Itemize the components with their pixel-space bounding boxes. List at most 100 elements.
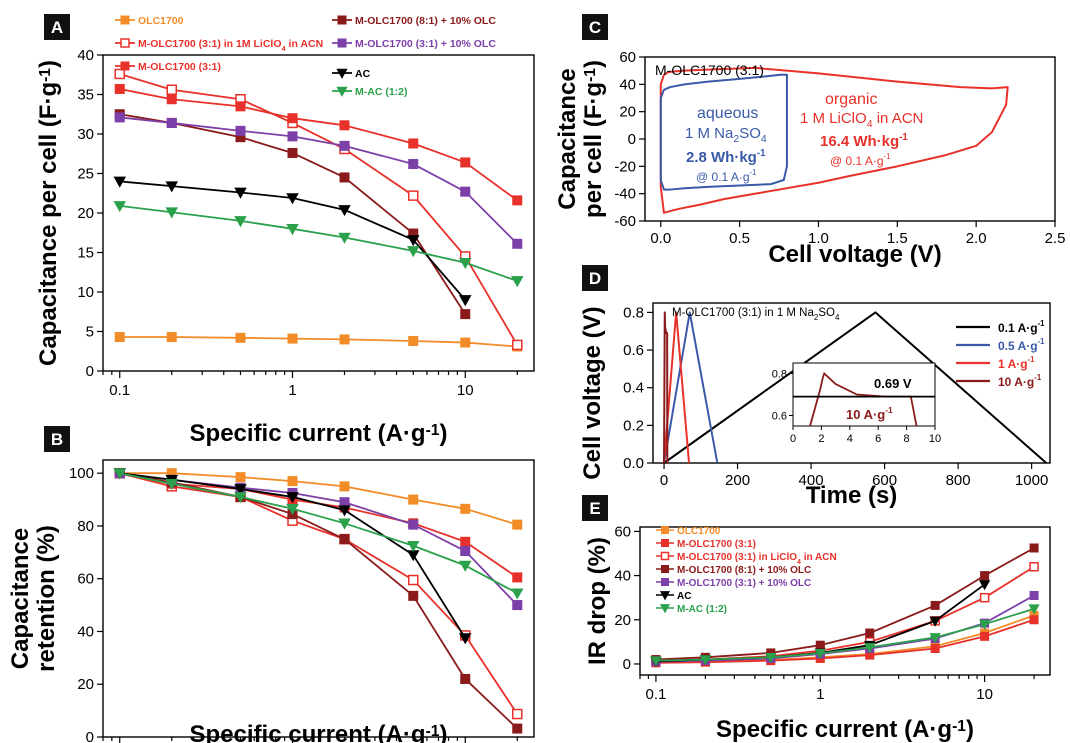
- panel-c-y-tick-label: 40: [619, 76, 636, 93]
- data-point: [120, 15, 130, 25]
- data-point: [458, 633, 472, 645]
- panel-a-y-tick-label: 10: [77, 284, 94, 301]
- legend-label: 10 A·g-1: [998, 373, 1042, 389]
- panel-a-legend-item: M-OLC1700 (8:1) + 10% OLC: [332, 15, 496, 27]
- data-point: [339, 120, 350, 131]
- panel-c-x-tick-label: 2.5: [1045, 230, 1066, 247]
- data-point: [408, 590, 419, 601]
- panel-c-sample-label: M-OLC1700 (3:1): [655, 62, 764, 78]
- panel-a-x-axis-label: Specific current (A·g-1): [190, 420, 448, 447]
- panel-d-sample-label: M-OLC1700 (3:1) in 1 M Na2SO4: [672, 307, 840, 322]
- panel-d-legend-item: 0.1 A·g-1: [956, 319, 1045, 335]
- panel-c-organic-energy: 16.4 Wh·kg-1: [820, 132, 908, 150]
- panel-c-x-tick-label: 0.5: [729, 230, 750, 247]
- data-point: [406, 540, 420, 553]
- data-point: [114, 83, 125, 94]
- panel-d-inset-y-tick-label: 0.8: [772, 369, 787, 381]
- panel-c-series-loop: [659, 66, 1009, 214]
- panel-d-x-tick-label: 1000: [1015, 472, 1048, 489]
- panel-b-series-line: [119, 472, 519, 715]
- panel-d-series: [663, 311, 669, 464]
- data-point: [929, 633, 941, 644]
- panel-a-legend-item: AC: [332, 68, 371, 80]
- panel-badge-label: A: [51, 18, 63, 37]
- panel-badge-e: [582, 495, 608, 521]
- data-point: [460, 503, 471, 514]
- panel-badge-d: [582, 265, 608, 291]
- data-point: [234, 492, 247, 504]
- data-point: [659, 591, 671, 601]
- legend-label: M-AC (1:2): [677, 604, 727, 615]
- legend-label: M-OLC1700 (3:1) + 10% OLC: [677, 578, 811, 589]
- data-point: [165, 478, 179, 491]
- panel-c-organic-rate: @ 0.1 A·g-1: [830, 152, 890, 168]
- panel-a-series: [114, 83, 523, 206]
- data-point: [120, 61, 130, 71]
- panel-c-y-tick-label: 20: [619, 104, 636, 121]
- panel-c-y-tick-label: -20: [614, 158, 636, 175]
- panel-c-y-axis-label-line1: Capacitance: [554, 68, 581, 209]
- panel-e-y-tick-label: 40: [614, 568, 631, 585]
- panel-d-y-tick-label: 0.8: [623, 304, 644, 321]
- data-point: [339, 334, 350, 345]
- panel-d-x-axis-label: Time (s): [806, 482, 898, 509]
- legend-label: M-OLC1700 (3:1): [677, 539, 756, 550]
- data-point: [406, 550, 420, 562]
- panel-d-x-tick-label: 200: [725, 472, 750, 489]
- panel-e-legend-item: M-OLC1700 (8:1) + 10% OLC: [656, 565, 811, 576]
- legend-label: M-OLC1700 (8:1) + 10% OLC: [355, 15, 496, 27]
- data-point: [336, 86, 348, 97]
- data-point: [286, 193, 299, 205]
- data-point: [166, 94, 177, 105]
- data-point: [235, 101, 246, 112]
- data-point: [114, 332, 125, 343]
- data-point: [978, 580, 991, 591]
- panel-e-x-tick-label: 1: [816, 686, 824, 703]
- panel-a-x-tick-label: 10: [457, 382, 474, 399]
- data-point: [512, 708, 523, 720]
- panel-a-y-tick-label: 15: [77, 245, 94, 262]
- panel-a-legend-item: M-OLC1700 (3:1): [115, 61, 221, 73]
- panel-d-x-tick-label: 0: [660, 472, 668, 489]
- data-point: [659, 604, 671, 614]
- data-point: [408, 335, 419, 346]
- data-point: [287, 131, 298, 142]
- data-point: [339, 140, 350, 151]
- panel-e-legend-item: M-OLC1700 (3:1) + 10% OLC: [656, 578, 811, 589]
- panel-c-x-tick-label: 1.0: [808, 230, 829, 247]
- data-point: [234, 216, 247, 228]
- panel-d-inset-x-tick-label: 0: [790, 433, 796, 445]
- data-point: [661, 526, 669, 534]
- panel-a-legend-item: M-OLC1700 (3:1) in 1M LiClO4 in ACN: [115, 38, 323, 53]
- legend-label: M-OLC1700 (3:1) in 1M LiClO4 in ACN: [138, 38, 323, 53]
- data-point: [338, 232, 351, 244]
- panel-e-y-tick-label: 60: [614, 523, 631, 540]
- panel-c-series: [659, 66, 1009, 214]
- panel-e-legend-item: M-OLC1700 (3:1) in LiClO4 in ACN: [656, 551, 837, 566]
- panel-a-series-line: [119, 88, 518, 202]
- data-point: [460, 337, 471, 348]
- panel-c-series-loop: [659, 73, 788, 191]
- panel-badge-c: [582, 14, 608, 40]
- panel-d-inset-voltage-label: 0.69 V: [874, 376, 912, 391]
- data-point: [512, 238, 523, 249]
- data-point: [1028, 604, 1040, 615]
- data-point: [406, 246, 420, 258]
- data-point: [460, 546, 471, 557]
- panel-c-y-tick-label: 0: [628, 131, 636, 148]
- data-point: [338, 505, 351, 517]
- panel-d-plot-frame: [652, 302, 1051, 464]
- panel-a-y-tick-label: 0: [86, 363, 94, 380]
- panel-a-series-line: [119, 336, 518, 348]
- panel-d-y-axis-label: Cell voltage (V): [579, 306, 606, 479]
- panel-a-series: [114, 332, 523, 352]
- data-point: [460, 673, 471, 684]
- panel-a-series-line: [119, 73, 519, 346]
- data-point: [929, 616, 941, 627]
- data-point: [460, 536, 471, 547]
- panel-d-legend-item: 1 A·g-1: [956, 355, 1035, 371]
- data-point: [114, 112, 125, 123]
- panel-d-inset-y-tick-label: 0.6: [772, 411, 787, 423]
- data-point: [978, 619, 991, 631]
- panel-badge-a: [44, 14, 70, 40]
